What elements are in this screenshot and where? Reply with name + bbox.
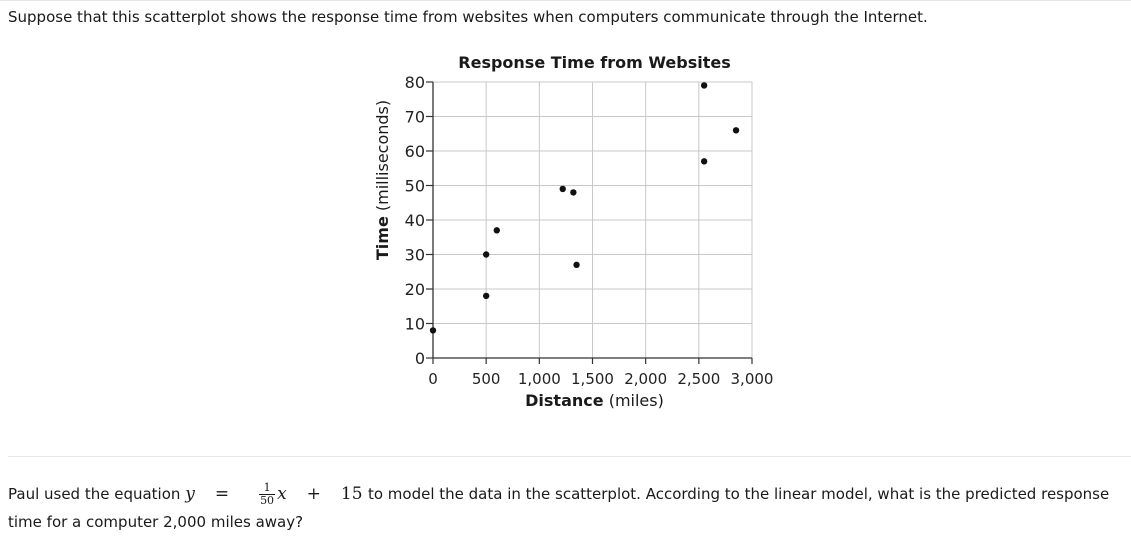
equation-var-y: y [185,484,195,504]
data-point [559,185,566,193]
x-axis-label-unit: (miles) [604,391,664,410]
data-point [573,261,580,269]
data-point [570,189,577,196]
y-tick-label: 30 [405,246,425,265]
question-text: Paul used the equation y = 1 50 x +15 to mode… [8,480,1128,536]
equation-plus: + [306,484,321,504]
scatterplot-chart: 0 10 20 30 40 50 60 70 80 0 500 1,000 1,500 2,000 2,50… [373,53,774,410]
y-tick-label: 20 [405,280,425,299]
question-suffix: to model the data in the scatterplot. Ac… [8,485,1110,531]
y-tick-label: 80 [405,73,425,92]
equation: y = 1 50 x +15 [185,481,368,507]
x-tick-label: 1,500 [571,370,614,388]
y-tick-label: 50 [405,177,425,196]
section-divider [8,456,1131,457]
x-axis-label-name: Distance [525,391,604,410]
y-axis-label-name: Time [373,216,392,260]
chart-title: Response Time from Websites [458,53,730,72]
data-point [482,292,490,300]
fraction-denominator: 50 [259,494,276,507]
x-tick-label: 0 [428,370,438,388]
y-tick-label: 40 [405,211,425,230]
x-tick-label: 500 [472,370,501,388]
x-axis-label: Distance (miles) [525,391,664,410]
intro-text: Suppose that this scatterplot shows the … [8,8,928,26]
data-point [700,82,708,89]
question-prefix: Paul used the equation [8,485,181,503]
y-tick-label: 10 [405,315,425,334]
data-point [429,327,437,334]
data-point [482,251,490,258]
y-axis-label-unit: (milliseconds) [373,100,392,216]
equation-equals: = [214,484,230,504]
x-tick-label: 3,000 [731,370,774,388]
y-tick-label: 70 [405,108,425,127]
data-point [732,127,740,134]
top-divider [0,0,1131,1]
x-tick-label: 1,000 [518,370,561,388]
data-point [700,158,708,165]
data-point [493,227,500,234]
x-tick-label: 2,500 [677,370,720,388]
equation-constant: 15 [340,484,363,504]
x-tick-label: 2,000 [624,370,667,388]
y-tick-label: 60 [405,142,425,161]
y-axis-label: Time (milliseconds) [373,100,392,260]
y-tick-label: 0 [415,349,425,368]
fraction-numerator: 1 [263,481,271,494]
equation-var-x: x [277,484,287,504]
equation-fraction: 1 50 [259,481,276,507]
